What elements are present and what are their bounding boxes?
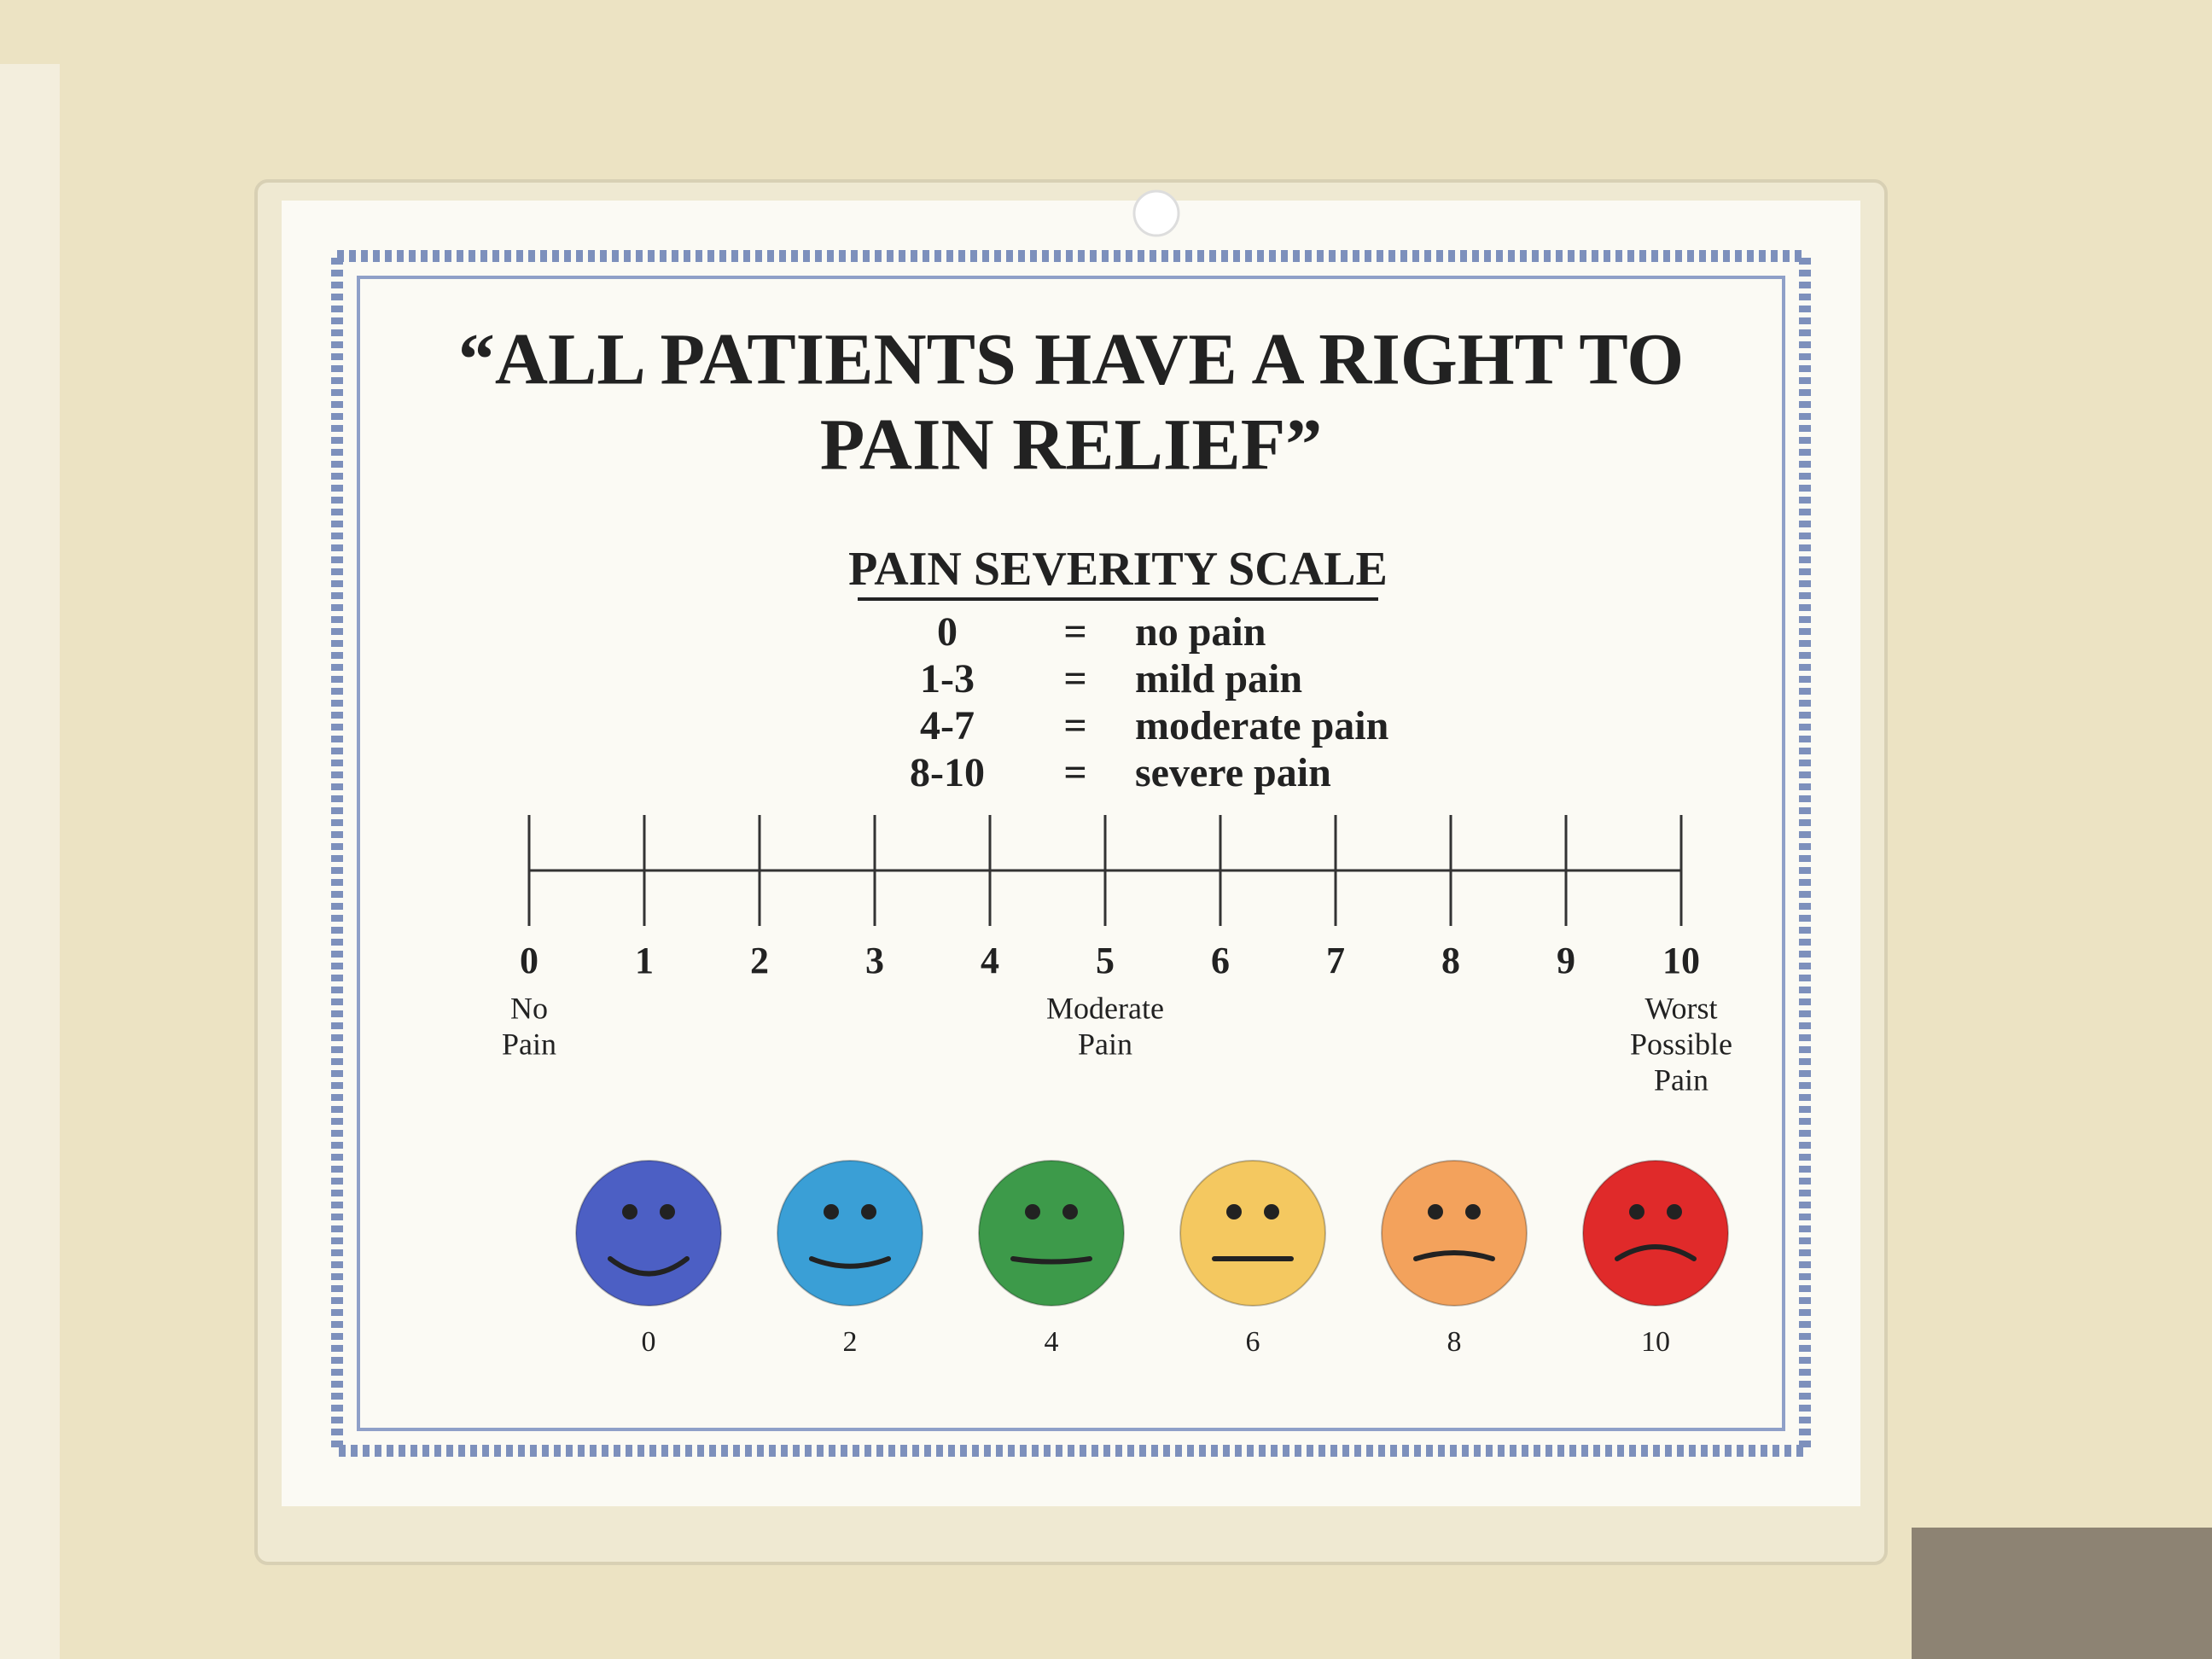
tick-label: 2: [750, 940, 769, 981]
face-label: 6: [1246, 1326, 1260, 1358]
face-eye: [1428, 1204, 1443, 1220]
tick-annotation: Pain: [1078, 1027, 1132, 1061]
face: 2: [777, 1160, 923, 1358]
tick-annotation: Pain: [502, 1027, 556, 1061]
face-mouth: [1413, 1250, 1495, 1261]
scale-equals: =: [1063, 609, 1086, 655]
face-mouth: [608, 1256, 690, 1277]
scale-equals: =: [1063, 750, 1086, 795]
tick-annotation: Possible: [1630, 1027, 1732, 1061]
face-mouth: [1010, 1256, 1092, 1265]
tick-label: 10: [1662, 940, 1700, 981]
title-line: “ALL PATIENTS HAVE A RIGHT TO: [458, 318, 1684, 400]
face-label: 8: [1447, 1326, 1462, 1358]
face-eye: [622, 1204, 637, 1220]
push-pin: [1132, 189, 1180, 237]
face-eye: [660, 1204, 675, 1220]
scale-equals: =: [1063, 656, 1086, 701]
tick-label: 1: [635, 940, 654, 981]
scale-heading: PAIN SEVERITY SCALE: [848, 543, 1388, 596]
face-circle: [1381, 1160, 1528, 1307]
scale-equals: =: [1063, 703, 1086, 748]
face-label: 2: [843, 1326, 858, 1358]
face-eye: [1667, 1204, 1682, 1220]
tick-label: 7: [1326, 940, 1345, 981]
face-mouth: [809, 1256, 891, 1269]
face-eye: [1025, 1204, 1040, 1220]
tick-label: 4: [981, 940, 999, 981]
tick-annotation: Worst: [1644, 991, 1717, 1025]
face-mouth: [1615, 1244, 1697, 1261]
face-eye: [824, 1204, 839, 1220]
tick-label: 5: [1096, 940, 1115, 981]
tick-annotation: No: [510, 991, 548, 1025]
face-circle: [575, 1160, 722, 1307]
tick-label: 9: [1557, 940, 1575, 981]
face-eye: [1629, 1204, 1644, 1220]
face: 4: [978, 1160, 1125, 1358]
face: 0: [575, 1160, 722, 1358]
title-line: PAIN RELIEF”: [820, 404, 1323, 486]
scale-range: 1-3: [920, 656, 975, 701]
face-circle: [1582, 1160, 1729, 1307]
box-corner: [1912, 1528, 2212, 1659]
face: 6: [1179, 1160, 1326, 1358]
scale-range: 0: [937, 609, 958, 655]
tick-label: 3: [865, 940, 884, 981]
face-label: 0: [642, 1326, 656, 1358]
face-eye: [1264, 1204, 1279, 1220]
face-eye: [1465, 1204, 1481, 1220]
face: 10: [1582, 1160, 1729, 1358]
scale-description: moderate pain: [1135, 703, 1388, 748]
face-circle: [777, 1160, 923, 1307]
tick-label: 8: [1441, 940, 1460, 981]
border-inner: [357, 276, 1785, 1431]
face: 8: [1381, 1160, 1528, 1358]
face-label: 4: [1045, 1326, 1059, 1358]
scale-description: mild pain: [1135, 656, 1302, 701]
scale-description: severe pain: [1135, 750, 1331, 795]
scale-description: no pain: [1135, 609, 1266, 655]
scale-range: 4-7: [920, 703, 975, 748]
face-label: 10: [1641, 1326, 1670, 1358]
scale-range: 8-10: [910, 750, 985, 795]
face-circle: [978, 1160, 1125, 1307]
tick-label: 0: [520, 940, 538, 981]
tick-annotation: Moderate: [1046, 991, 1164, 1025]
tick-annotation: Pain: [1654, 1062, 1708, 1097]
face-eye: [1226, 1204, 1242, 1220]
face-eye: [1062, 1204, 1078, 1220]
door-frame: [0, 64, 60, 1659]
border-outer: [331, 250, 1811, 1457]
face-eye: [861, 1204, 876, 1220]
face-circle: [1179, 1160, 1326, 1307]
tick-label: 6: [1211, 940, 1230, 981]
